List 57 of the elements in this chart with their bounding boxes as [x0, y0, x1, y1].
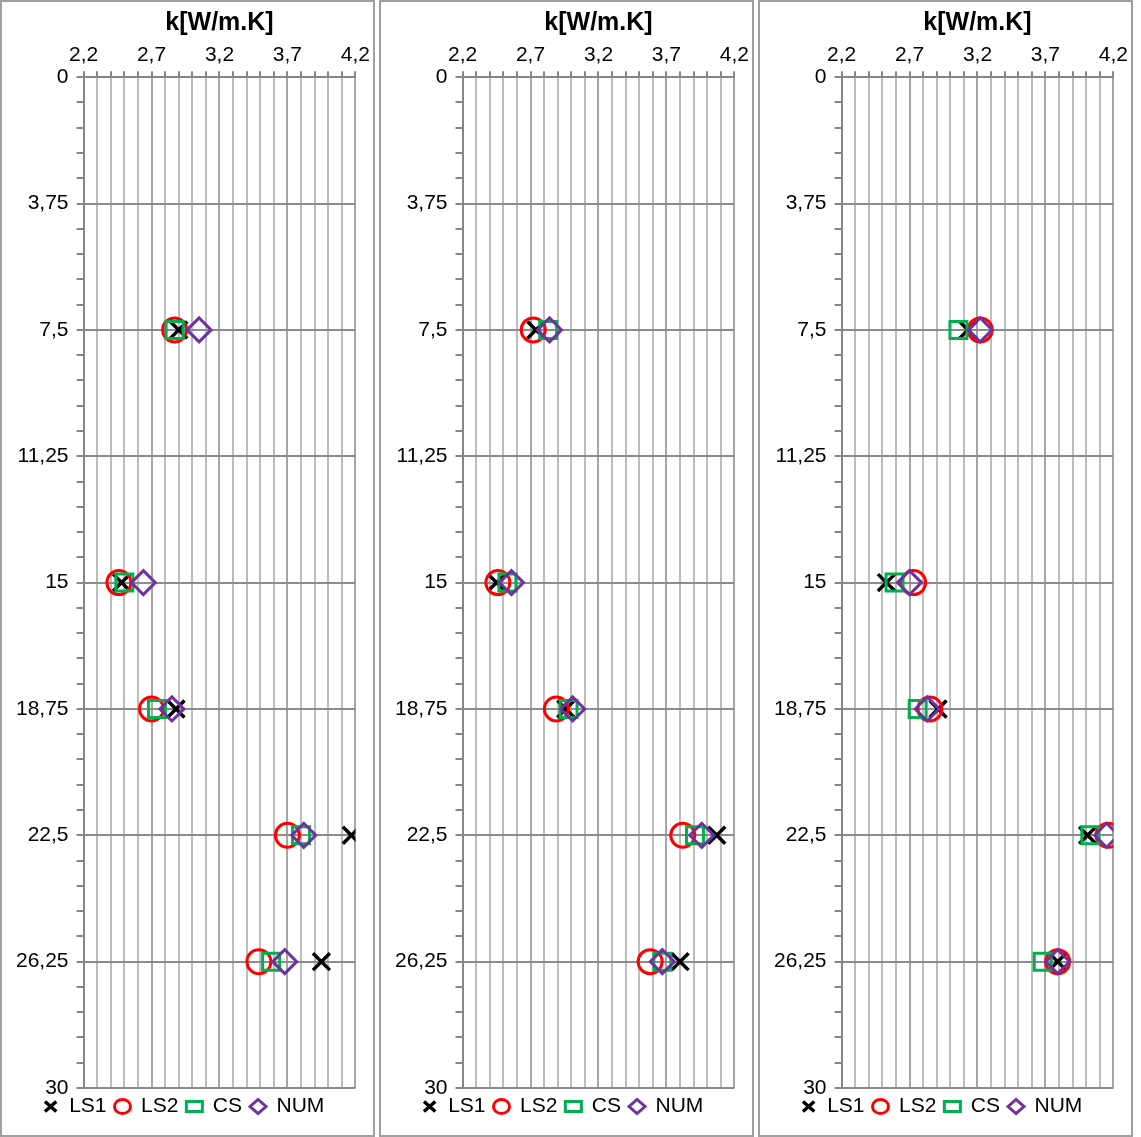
x-tick-label: 4,2	[1098, 42, 1129, 66]
x-tick-label: 2,7	[136, 42, 167, 66]
legend-label: CS	[212, 1093, 243, 1117]
x-tick-label: 2,2	[68, 42, 99, 66]
legend-label: LS1	[69, 1093, 107, 1117]
x-axis-title: k[W/m.K]	[544, 6, 653, 35]
y-tick-label: 7,5	[418, 316, 448, 340]
legend-label: NUM	[1034, 1093, 1083, 1117]
y-tick-label: 0	[56, 64, 69, 87]
x-tick-label: 2,2	[826, 42, 857, 66]
x-axis-title: k[W/m.K]	[165, 6, 274, 35]
y-tick-label: 18,75	[394, 695, 448, 719]
y-tick-label: 0	[814, 64, 827, 87]
y-tick-label: 22,5	[406, 822, 448, 846]
y-tick-label: 30	[803, 1074, 827, 1098]
y-tick-label: 15	[45, 569, 69, 593]
legend-label: LS2	[520, 1093, 558, 1117]
y-tick-label: 7,5	[39, 316, 69, 340]
y-tick-label: 3,75	[785, 190, 827, 214]
legend-label: LS1	[827, 1093, 865, 1117]
x-axis-title: k[W/m.K]	[923, 6, 1032, 35]
legend-label: LS2	[899, 1093, 937, 1117]
y-tick-label: 22,5	[27, 822, 69, 846]
legend-label: NUM	[276, 1093, 325, 1117]
legend-label: NUM	[655, 1093, 704, 1117]
y-tick-label: 3,75	[27, 190, 69, 214]
y-tick-label: 15	[424, 569, 448, 593]
y-tick-label: 30	[45, 1074, 69, 1098]
legend-label: CS	[970, 1093, 1001, 1117]
x-tick-label: 2,2	[447, 42, 478, 66]
x-tick-label: 4,2	[719, 42, 750, 66]
y-tick-label: 15	[803, 569, 827, 593]
legend-label: CS	[591, 1093, 622, 1117]
y-tick-label: 18,75	[15, 695, 69, 719]
y-tick-label: 11,25	[17, 443, 69, 467]
y-tick-label: 26,25	[394, 948, 448, 972]
y-tick-label: 7,5	[797, 316, 827, 340]
x-tick-label: 3,7	[1030, 42, 1061, 66]
y-tick-label: 30	[424, 1074, 448, 1098]
x-tick-label: 3,2	[204, 42, 235, 66]
y-tick-label: 18,75	[773, 695, 827, 719]
x-tick-label: 2,7	[894, 42, 925, 66]
y-tick-label: 3,75	[406, 190, 448, 214]
y-tick-label: 11,25	[775, 443, 827, 467]
y-tick-label: 26,25	[773, 948, 827, 972]
legend-label: LS2	[141, 1093, 179, 1117]
y-tick-label: 26,25	[15, 948, 69, 972]
legend-label: LS1	[448, 1093, 486, 1117]
x-tick-label: 3,2	[583, 42, 614, 66]
x-tick-label: 2,7	[515, 42, 546, 66]
x-tick-label: 4,2	[340, 42, 371, 66]
x-tick-label: 3,7	[651, 42, 682, 66]
y-tick-label: 22,5	[785, 822, 827, 846]
y-tick-label: 11,25	[396, 443, 448, 467]
x-tick-label: 3,2	[962, 42, 993, 66]
y-tick-label: 0	[435, 64, 448, 87]
x-tick-label: 3,7	[272, 42, 303, 66]
